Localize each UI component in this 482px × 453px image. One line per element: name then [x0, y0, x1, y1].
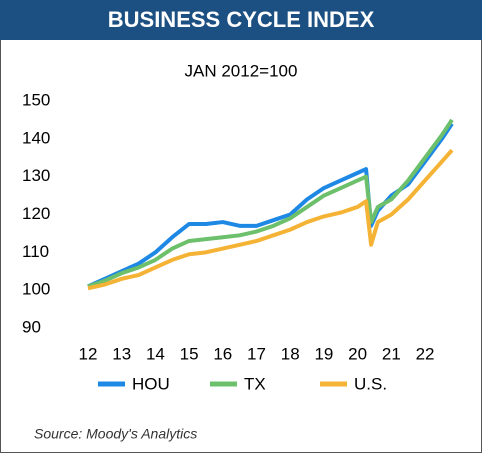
source-note: Source: Moody's Analytics: [34, 426, 197, 442]
x-tick-label: 14: [146, 344, 165, 363]
series-line: [87, 118, 454, 289]
chart-subtitle: JAN 2012=100: [185, 61, 298, 80]
x-tick-label: 16: [213, 344, 232, 363]
header-bar: [0, 0, 482, 40]
x-tick-label: 15: [180, 344, 199, 363]
y-tick-label: 120: [22, 204, 50, 223]
series-line: [87, 148, 454, 291]
x-tick-label: 13: [112, 344, 131, 363]
x-tick-label: 12: [79, 344, 98, 363]
legend-label: HOU: [132, 374, 170, 393]
legend-label: U.S.: [354, 374, 387, 393]
y-tick-label: 90: [22, 317, 41, 336]
x-tick-label: 22: [416, 344, 435, 363]
y-tick-label: 140: [22, 128, 50, 147]
y-tick-label: 130: [22, 166, 50, 185]
x-tick-label: 19: [314, 344, 333, 363]
series-line: [87, 122, 454, 289]
x-tick-label: 17: [247, 344, 266, 363]
x-tick-label: 18: [281, 344, 300, 363]
y-tick-label: 100: [22, 280, 50, 299]
legend-label: TX: [244, 374, 266, 393]
y-tick-label: 110: [22, 242, 49, 261]
chart-title: BUSINESS CYCLE INDEX: [108, 7, 375, 32]
x-tick-label: 20: [348, 344, 367, 363]
y-tick-label: 150: [22, 90, 50, 109]
x-tick-label: 21: [382, 344, 401, 363]
